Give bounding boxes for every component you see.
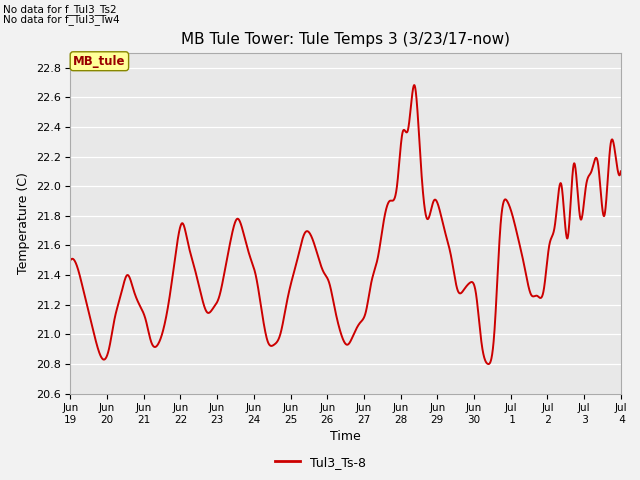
- Text: No data for f_Tul3_Tw4: No data for f_Tul3_Tw4: [3, 13, 120, 24]
- Y-axis label: Temperature (C): Temperature (C): [17, 172, 30, 274]
- X-axis label: Time: Time: [330, 431, 361, 444]
- Legend: Tul3_Ts-8: Tul3_Ts-8: [269, 451, 371, 474]
- Title: MB Tule Tower: Tule Temps 3 (3/23/17-now): MB Tule Tower: Tule Temps 3 (3/23/17-now…: [181, 33, 510, 48]
- Text: MB_tule: MB_tule: [73, 55, 125, 68]
- Text: No data for f_Tul3_Ts2: No data for f_Tul3_Ts2: [3, 4, 117, 15]
